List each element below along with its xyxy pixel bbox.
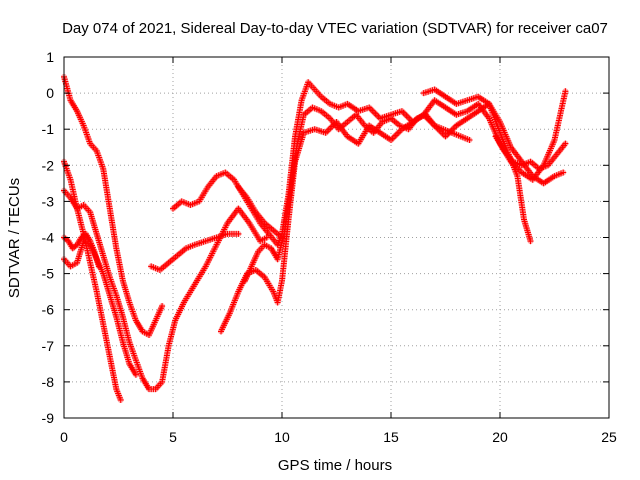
series-s6 [148, 230, 242, 273]
series-s9 [241, 104, 473, 284]
data-series [61, 73, 569, 403]
series-s12 [492, 133, 569, 172]
series-s8 [217, 100, 567, 335]
series-markers [420, 86, 534, 245]
series-markers [492, 133, 569, 172]
x-tick-label: 20 [492, 429, 508, 445]
y-tick-label: 1 [46, 49, 54, 65]
series-s1 [61, 73, 166, 338]
y-tick-label: -5 [42, 266, 55, 282]
x-tick-label: 5 [169, 429, 177, 445]
y-tick-label: -1 [42, 121, 55, 137]
series-markers [241, 104, 473, 284]
y-tick-label: 0 [46, 85, 54, 101]
y-tick-label: -4 [42, 230, 55, 246]
y-tick-label: -6 [42, 302, 55, 318]
axis-ticks: 0 5 10 15 20 25 -9 -8 -7 -6 -5 -4 -3 -2 -1 0 1 [42, 49, 617, 445]
x-tick-label: 0 [60, 429, 68, 445]
y-tick-label: -7 [42, 338, 55, 354]
y-tick-label: -2 [42, 157, 55, 173]
x-axis-label: GPS time / hours [278, 457, 392, 474]
series-markers [148, 230, 242, 273]
series-s11 [420, 86, 534, 245]
x-tick-label: 15 [383, 429, 399, 445]
y-axis-label: SDTVAR / TECUs [6, 178, 23, 298]
chart-title: Day 074 of 2021, Sidereal Day-to-day VTE… [62, 20, 608, 37]
x-tick-label: 25 [601, 429, 617, 445]
y-tick-label: -9 [42, 410, 55, 426]
y-tick-label: -3 [42, 193, 55, 209]
y-tick-label: -8 [42, 374, 55, 390]
series-markers [235, 184, 285, 241]
x-tick-label: 10 [274, 429, 290, 445]
series-s10 [235, 183, 285, 241]
series-markers [218, 100, 567, 335]
